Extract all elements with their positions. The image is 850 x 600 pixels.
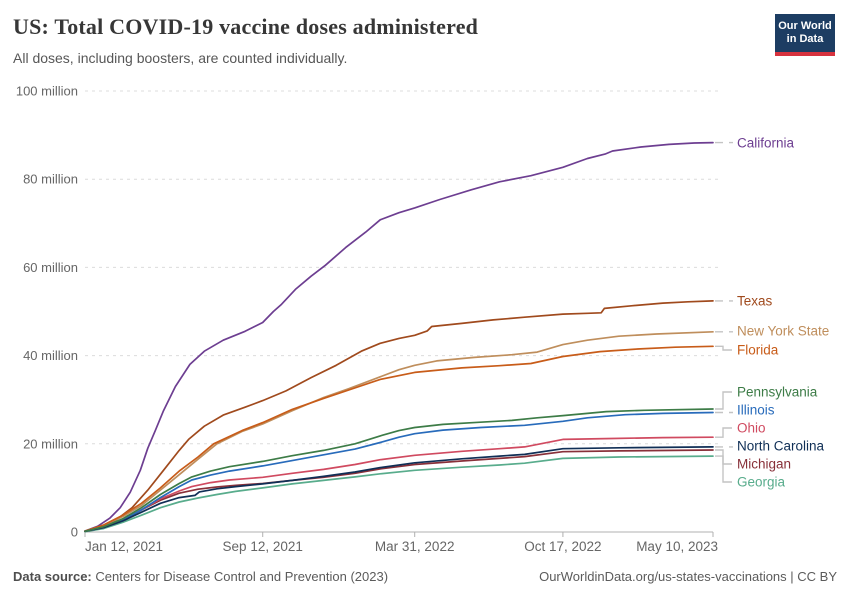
- owid-logo-line1: Our World: [778, 20, 832, 33]
- series-connector-ohio: [715, 427, 732, 438]
- y-tick-label: 20 million: [23, 436, 78, 451]
- footer: Data source: Centers for Disease Control…: [13, 569, 837, 584]
- data-source: Data source: Centers for Disease Control…: [13, 569, 388, 584]
- series-label-new-york-state[interactable]: New York State: [737, 324, 829, 339]
- series-label-georgia[interactable]: Georgia: [737, 475, 786, 490]
- y-tick-label: 80 million: [23, 172, 78, 187]
- data-source-label: Data source:: [13, 569, 92, 584]
- page-subtitle: All doses, including boosters, are count…: [13, 50, 348, 66]
- series-connector-michigan: [715, 449, 732, 465]
- footer-link[interactable]: OurWorldinData.org/us-states-vaccination…: [539, 569, 837, 584]
- y-tick-label: 60 million: [23, 260, 78, 275]
- series-label-illinois[interactable]: Illinois: [737, 403, 775, 418]
- y-tick-label: 0: [71, 525, 78, 540]
- series-label-pennsylvania[interactable]: Pennsylvania: [737, 385, 818, 400]
- series-line-california[interactable]: [84, 141, 714, 532]
- series-label-texas[interactable]: Texas: [737, 294, 773, 309]
- series-line-illinois[interactable]: [84, 411, 714, 533]
- owid-logo-line2: in Data: [786, 33, 824, 45]
- data-source-text: Centers for Disease Control and Preventi…: [95, 569, 389, 584]
- series-line-new-york-state[interactable]: [84, 330, 714, 532]
- series-connector-georgia: [715, 455, 732, 483]
- series-label-florida[interactable]: Florida: [737, 343, 779, 358]
- page-title: US: Total COVID-19 vaccine doses adminis…: [13, 14, 479, 39]
- x-tick-label: Jan 12, 2021: [85, 539, 163, 554]
- series-line-pennsylvania[interactable]: [84, 408, 714, 533]
- series-label-ohio[interactable]: Ohio: [737, 421, 766, 436]
- series-connector-pennsylvania: [715, 391, 732, 410]
- series-connector-florida: [715, 345, 732, 351]
- x-tick-label: May 10, 2023: [636, 539, 718, 554]
- owid-logo[interactable]: Our World in Data: [775, 14, 835, 56]
- series-line-georgia[interactable]: [84, 455, 714, 533]
- x-tick-label: Oct 17, 2022: [524, 539, 601, 554]
- series-label-north-carolina[interactable]: North Carolina: [737, 439, 825, 454]
- x-tick-label: Mar 31, 2022: [375, 539, 455, 554]
- series-line-florida[interactable]: [84, 345, 714, 532]
- y-tick-label: 40 million: [23, 348, 78, 363]
- x-tick-label: Sep 12, 2021: [223, 539, 303, 554]
- series-label-michigan[interactable]: Michigan: [737, 457, 791, 472]
- series-label-california[interactable]: California: [737, 136, 795, 151]
- series-line-north-carolina[interactable]: [84, 446, 714, 533]
- y-tick-label: 100 million: [16, 84, 78, 99]
- series-line-texas[interactable]: [84, 300, 714, 532]
